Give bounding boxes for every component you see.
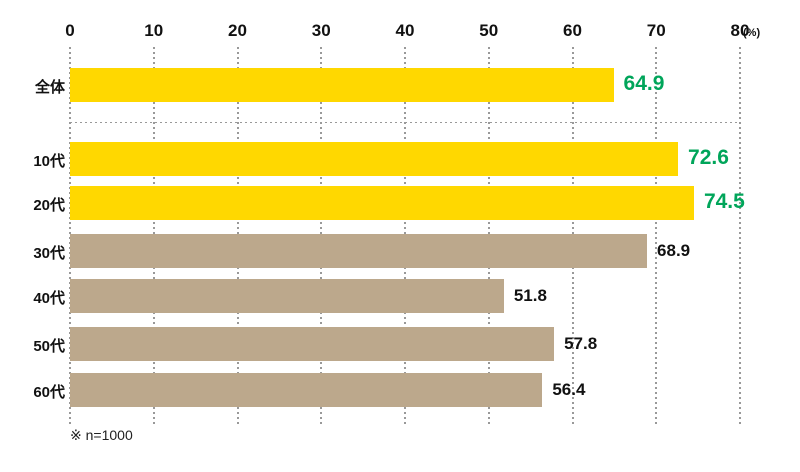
- x-tick-label: 40: [395, 21, 415, 40]
- footnote: ※ n=1000: [70, 427, 133, 443]
- bar-highlighted: [70, 142, 679, 176]
- value-label: 68.9: [657, 241, 691, 260]
- total-separator-line: [70, 122, 740, 123]
- bar: [70, 279, 504, 313]
- category-label: 20代: [33, 197, 65, 214]
- x-tick-label: 20: [228, 21, 247, 40]
- category-label: 60代: [33, 384, 65, 401]
- category-label: 全体: [34, 79, 65, 96]
- category-label: 50代: [33, 338, 65, 355]
- gridline: [655, 47, 658, 427]
- bar-highlighted: [70, 186, 694, 220]
- bar: [70, 327, 555, 361]
- category-label: 30代: [33, 245, 65, 262]
- x-tick-label: 30: [311, 21, 331, 40]
- value-label: 74.5: [703, 190, 745, 213]
- category-label: 10代: [33, 153, 65, 170]
- value-label: 64.9: [623, 72, 665, 95]
- x-tick-label: 60: [563, 21, 582, 40]
- x-tick-label: 10: [144, 21, 164, 40]
- value-label: 57.8: [564, 334, 598, 353]
- value-label: 51.8: [513, 286, 547, 305]
- x-tick-label: 50: [479, 21, 499, 40]
- x-tick-label: 80: [730, 21, 750, 40]
- x-tick-label: 70: [646, 21, 666, 40]
- value-label: 56.4: [552, 380, 586, 399]
- x-axis-unit-label: (%): [743, 27, 761, 39]
- x-tick-label: 0: [65, 21, 75, 40]
- bar: [70, 234, 648, 268]
- bar-highlighted: [70, 68, 614, 102]
- category-label: 40代: [33, 290, 65, 307]
- value-label: 72.6: [688, 146, 729, 169]
- gridline: [739, 47, 741, 427]
- bar: [70, 373, 543, 407]
